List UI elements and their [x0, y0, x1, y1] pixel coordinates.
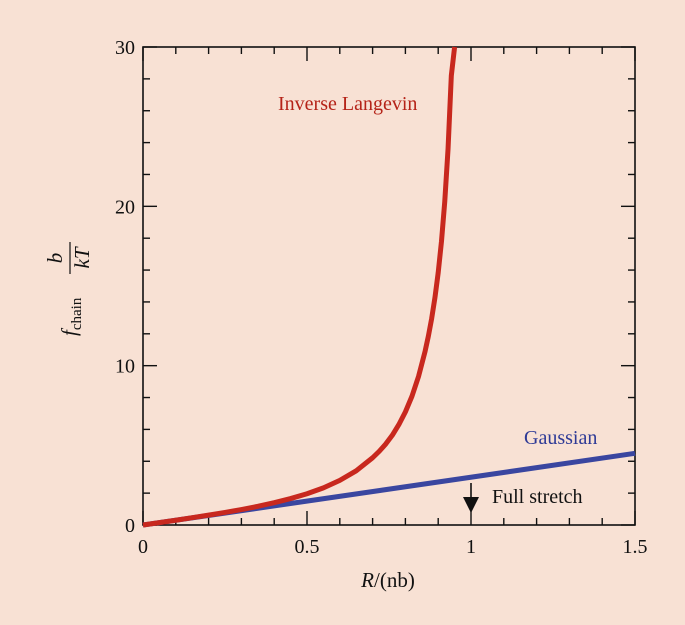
x-tick-label: 1.5 — [623, 536, 648, 558]
y-axis-label-fchain: f — [57, 327, 81, 336]
x-tick-label: 0.5 — [295, 536, 320, 558]
y-axis-label-sub: chain — [69, 297, 85, 330]
tick-marks — [142, 46, 636, 526]
x-tick-label: 0 — [138, 536, 148, 558]
gaussian-label: Gaussian — [524, 427, 597, 449]
tick-labels: 0 0.5 1 1.5 0 10 20 30 — [115, 37, 648, 558]
series-layer — [142, 46, 636, 528]
y-axis-label-f: fchain — [57, 297, 85, 336]
y-tick-label: 20 — [115, 196, 135, 218]
series-line-inverse-langevin — [142, 46, 458, 528]
y-axis-label-denominator: kT — [70, 246, 94, 268]
y-tick-label: 10 — [115, 356, 135, 378]
full-stretch-arrow — [463, 483, 479, 513]
full-stretch-label: Full stretch — [492, 486, 583, 508]
x-axis-label: R/(nb) — [360, 568, 415, 592]
plot-frame — [142, 46, 636, 526]
x-tick-label: 1 — [466, 536, 476, 558]
y-tick-label: 0 — [125, 515, 135, 537]
inverse-langevin-label: Inverse Langevin — [278, 93, 417, 115]
x-axis-label-r: R — [360, 568, 374, 592]
y-tick-label: 30 — [115, 37, 135, 59]
x-axis-label-rest: /(nb) — [374, 568, 415, 592]
y-axis-label-numerator: b — [43, 253, 67, 264]
y-axis-label: fchain b kT — [43, 242, 94, 336]
